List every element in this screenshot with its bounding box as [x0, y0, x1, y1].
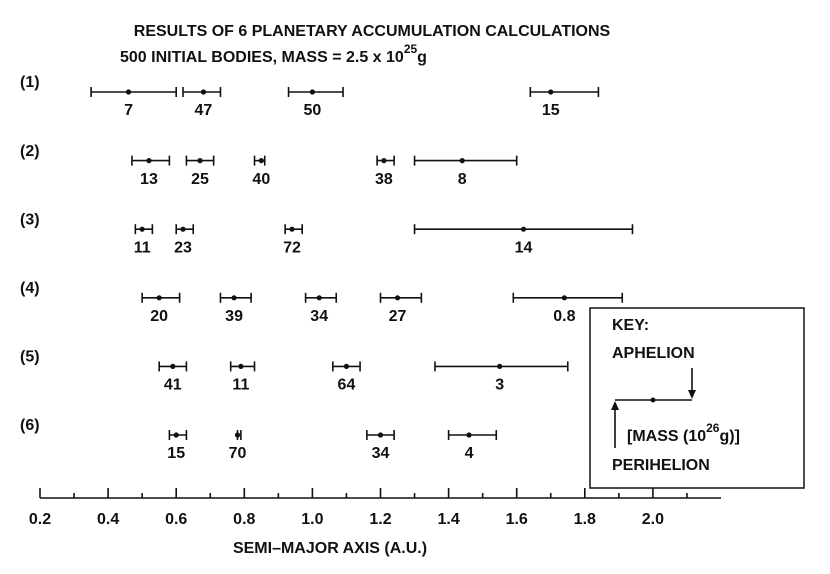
mass-label: 3 — [495, 377, 504, 394]
mass-label: 7 — [124, 102, 133, 119]
row-label: (2) — [20, 143, 40, 160]
mass-label: 11 — [134, 239, 151, 256]
mass-label: 20 — [150, 308, 168, 325]
semi-major-axis-dot — [238, 363, 244, 369]
x-tick-label: 1.8 — [574, 511, 596, 528]
semi-major-axis-dot — [125, 89, 132, 95]
mass-label: 4 — [465, 445, 474, 462]
key-mass-unit: g)] — [719, 428, 739, 445]
semi-major-axis-dot — [200, 89, 207, 95]
x-tick-label: 1.0 — [301, 511, 323, 528]
semi-major-axis-dot — [497, 363, 503, 369]
semi-major-axis-dot — [146, 158, 152, 164]
semi-major-axis-dot — [139, 226, 145, 232]
mass-label: 25 — [191, 171, 209, 188]
semi-major-axis-dot — [156, 295, 162, 301]
semi-major-axis-dot — [173, 432, 179, 438]
mass-label: 34 — [372, 445, 390, 462]
key-box — [589, 307, 805, 489]
key-perihelion: PERIHELION — [612, 457, 710, 474]
mass-label: 8 — [458, 171, 467, 188]
subtitle-text: 500 INITIAL BODIES, MASS = 2.5 x 10 — [120, 49, 404, 66]
mass-label: 40 — [252, 171, 270, 188]
mass-label: 15 — [542, 102, 560, 119]
key-arrowhead — [688, 390, 696, 399]
mass-label: 14 — [515, 239, 533, 256]
key: KEY: APHELION [MASS (1026g)] PERIHELION — [589, 307, 805, 489]
semi-major-axis-dot — [231, 295, 237, 301]
row-label: (4) — [20, 280, 40, 297]
x-tick-label: 2.0 — [642, 511, 664, 528]
mass-label: 38 — [375, 171, 393, 188]
semi-major-axis-dot — [197, 158, 203, 164]
x-tick-label: 1.4 — [437, 511, 459, 528]
key-arrowhead — [611, 401, 619, 410]
semi-major-axis-dot — [377, 432, 384, 438]
mass-label: 13 — [140, 171, 158, 188]
mass-label: 39 — [225, 308, 243, 325]
row-label: (3) — [20, 211, 40, 228]
key-mass: [MASS (1026g)] — [627, 421, 740, 445]
mass-label: 72 — [283, 239, 301, 256]
semi-major-axis-dot — [180, 226, 186, 232]
mass-label: 70 — [229, 445, 247, 462]
semi-major-axis-dot — [548, 89, 554, 95]
x-tick-label: 0.6 — [165, 511, 187, 528]
semi-major-axis-dot — [561, 295, 567, 301]
semi-major-axis-dot — [459, 158, 465, 164]
key-mass-text: [MASS (10 — [627, 428, 706, 445]
x-tick-label: 1.6 — [506, 511, 528, 528]
mass-label: 15 — [167, 445, 185, 462]
semi-major-axis-dot — [234, 432, 241, 438]
mass-label: 64 — [338, 377, 356, 394]
subtitle-unit: g — [417, 49, 427, 66]
semi-major-axis-dot — [466, 432, 472, 438]
chart-title: RESULTS OF 6 PLANETARY ACCUMULATION CALC… — [134, 23, 611, 40]
mass-label: 23 — [174, 239, 192, 256]
x-tick-label: 0.2 — [29, 511, 51, 528]
mass-label: 11 — [232, 377, 249, 394]
key-aphelion: APHELION — [612, 345, 695, 362]
key-mass-exponent: 26 — [706, 421, 720, 435]
mass-label: 47 — [195, 102, 213, 119]
semi-major-axis-dot — [343, 363, 350, 369]
mass-label: 41 — [164, 377, 182, 394]
semi-major-axis-dot — [170, 363, 176, 369]
key-dot — [650, 397, 656, 403]
mass-label: 50 — [304, 102, 322, 119]
mass-label: 0.8 — [553, 308, 575, 325]
mass-label: 27 — [389, 308, 407, 325]
semi-major-axis-dot — [381, 158, 387, 164]
semi-major-axis-dot — [520, 226, 527, 232]
semi-major-axis-dot — [394, 295, 401, 301]
x-tick-label: 0.4 — [97, 511, 119, 528]
chart-subtitle: 500 INITIAL BODIES, MASS = 2.5 x 1025g — [120, 42, 427, 66]
x-axis-label: SEMI–MAJOR AXIS (A.U.) — [233, 540, 427, 557]
semi-major-axis-dot — [309, 89, 315, 95]
semi-major-axis-dot — [289, 226, 295, 232]
semi-major-axis-dot — [258, 158, 264, 164]
mass-label: 34 — [310, 308, 328, 325]
semi-major-axis-dot — [316, 295, 322, 301]
row-label: (1) — [20, 74, 40, 91]
subtitle-exponent: 25 — [404, 42, 418, 56]
key-title: KEY: — [612, 317, 649, 334]
x-tick-label: 0.8 — [233, 511, 255, 528]
x-tick-label: 1.2 — [369, 511, 391, 528]
row-label: (5) — [20, 349, 40, 366]
row-label: (6) — [20, 417, 40, 434]
